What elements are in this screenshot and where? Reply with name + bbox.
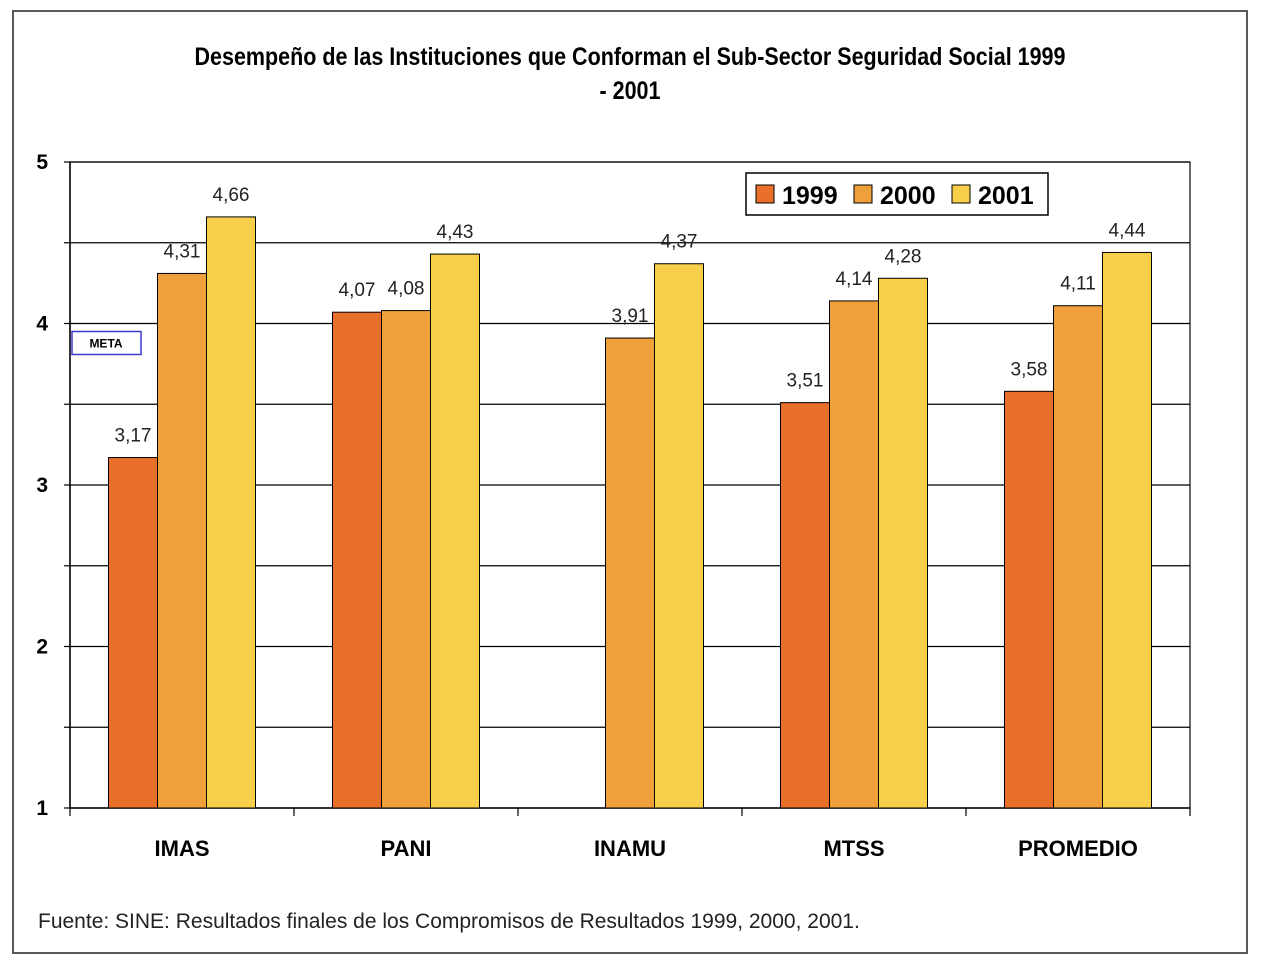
legend-swatch-2000 bbox=[853, 184, 873, 204]
data-label: 4,66 bbox=[213, 185, 250, 206]
y-tick-label: 1 bbox=[36, 797, 48, 820]
data-label: 4,28 bbox=[885, 246, 922, 267]
bar-2001-imas bbox=[206, 216, 256, 809]
x-category-label: INAMU bbox=[594, 836, 666, 861]
data-label: 4,08 bbox=[388, 279, 425, 300]
data-label: 3,58 bbox=[1011, 359, 1048, 380]
bar-1999-pani bbox=[332, 311, 382, 809]
source-note: Fuente: SINE: Resultados finales de los … bbox=[38, 910, 860, 933]
legend-label-1999: 1999 bbox=[782, 182, 838, 210]
x-category-label: MTSS bbox=[823, 836, 884, 861]
bar-2001-promedio bbox=[1102, 251, 1152, 809]
y-tick-label: 5 bbox=[36, 151, 48, 174]
y-tick-label: 3 bbox=[36, 474, 48, 497]
data-label: 3,51 bbox=[787, 371, 824, 392]
chart-title: Desempeño de las Instituciones que Confo… bbox=[194, 43, 1066, 105]
data-label: 3,17 bbox=[115, 426, 152, 447]
legend-box bbox=[745, 172, 1049, 216]
y-tick-label: 4 bbox=[36, 313, 48, 336]
bar-2000-promedio bbox=[1053, 305, 1103, 809]
bar-2000-inamu bbox=[605, 337, 655, 809]
x-category-label: PANI bbox=[381, 836, 432, 861]
data-label: 4,07 bbox=[339, 280, 376, 301]
legend-label-2001: 2001 bbox=[978, 182, 1034, 210]
bar-2000-pani bbox=[381, 310, 431, 809]
bar-1999-mtss bbox=[780, 402, 830, 809]
data-label: 3,91 bbox=[612, 306, 649, 327]
bar-2001-mtss bbox=[878, 277, 928, 809]
bar-2001-pani bbox=[430, 253, 480, 809]
data-label: 4,37 bbox=[661, 232, 698, 253]
data-label: 4,11 bbox=[1060, 274, 1096, 295]
data-label: 4,44 bbox=[1109, 220, 1146, 241]
bar-2000-imas bbox=[157, 272, 207, 809]
x-category-label: PROMEDIO bbox=[1018, 836, 1138, 861]
y-tick-label: 2 bbox=[36, 636, 48, 659]
legend-swatch-2001 bbox=[951, 184, 971, 204]
bar-2000-mtss bbox=[829, 300, 879, 809]
data-label: 4,31 bbox=[164, 241, 201, 262]
bar-2001-inamu bbox=[654, 263, 704, 809]
legend-swatch-1999 bbox=[755, 184, 775, 204]
data-label: 4,43 bbox=[437, 222, 474, 243]
meta-label: META bbox=[89, 337, 122, 351]
bar-1999-imas bbox=[108, 457, 158, 809]
bar-1999-promedio bbox=[1004, 390, 1054, 809]
x-category-label: IMAS bbox=[155, 836, 210, 861]
meta-box bbox=[71, 330, 142, 356]
data-label: 4,14 bbox=[836, 269, 873, 290]
legend-label-2000: 2000 bbox=[880, 182, 936, 210]
